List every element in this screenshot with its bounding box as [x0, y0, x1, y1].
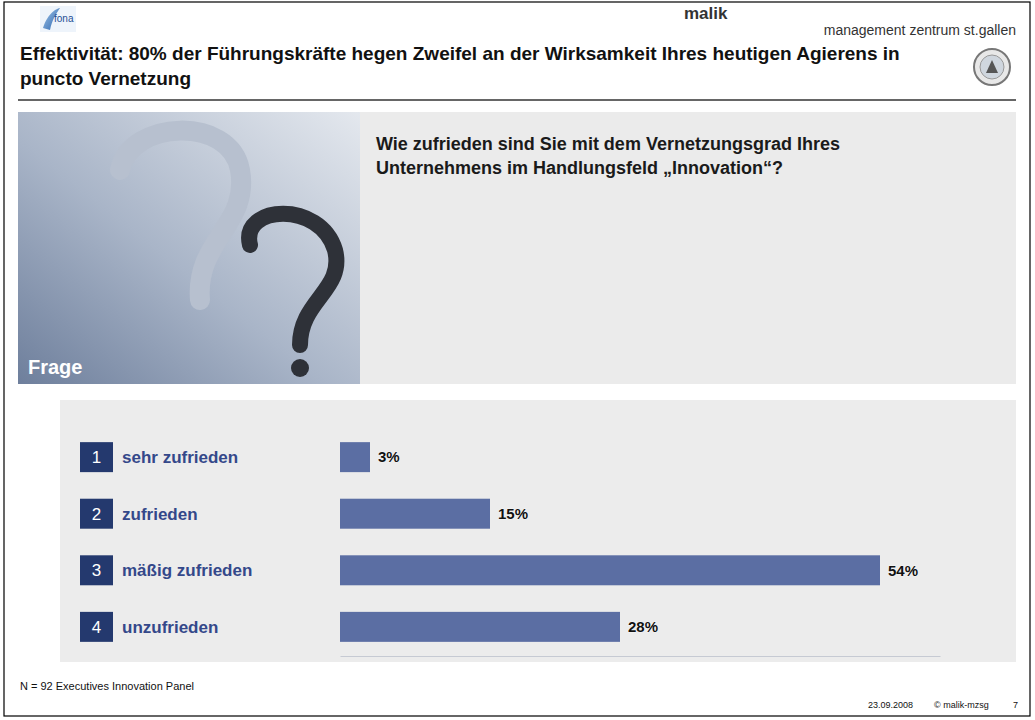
brand-subtitle: management zentrum st.gallen — [824, 22, 1016, 38]
question-label: Frage — [28, 356, 82, 378]
data-label: 28% — [628, 618, 658, 635]
question-mark — [249, 214, 336, 345]
copyright: © malik-mzsg — [934, 700, 989, 710]
item-number-box — [80, 442, 113, 472]
chart-title: Wie zufrieden sind Sie mit dem Vernetzun… — [376, 134, 840, 178]
slide-frame — [4, 2, 1030, 716]
text-line: puncto Vernetzung — [20, 68, 191, 89]
data-label: 15% — [498, 505, 528, 522]
brand: malik — [684, 4, 728, 23]
data-label: 54% — [888, 562, 918, 579]
slide: fona malik management zentrum st.gallen Eff… — [0, 0, 1035, 720]
page-number: 7 — [1013, 700, 1018, 710]
item-number: 4 — [92, 618, 101, 637]
logo-left-text: fona — [54, 13, 74, 24]
footnote: N = 92 Executives Innovation Panel — [20, 680, 194, 692]
headline-rule — [18, 99, 1016, 101]
bar — [340, 612, 620, 642]
labels: 1 sehr zufrieden 3% 2 zufrieden 15% 3 mäßig zuf… — [80, 442, 918, 642]
text-line: Unternehmens im Handlungsfeld „Innovatio… — [376, 158, 783, 178]
data-label: 3% — [378, 448, 400, 465]
question-dot — [291, 359, 309, 377]
emblem — [974, 49, 1010, 85]
category-label: unzufrieden — [122, 618, 218, 637]
headline: Effektivität: 80% der Führungskräfte heg… — [20, 43, 900, 89]
chart-panel — [60, 400, 1016, 662]
bar — [340, 499, 490, 529]
bar — [340, 555, 880, 585]
item-number: 1 — [92, 448, 101, 467]
emblem-inner — [980, 55, 1004, 79]
logo-left-bg — [40, 6, 76, 32]
category-label: zufrieden — [122, 505, 198, 524]
emblem-mark — [986, 60, 998, 73]
x-axis-line — [341, 656, 941, 657]
date: 23.09.2008 — [868, 700, 913, 710]
emblem-ring — [974, 49, 1010, 85]
item-number: 2 — [92, 505, 101, 524]
x-axis — [341, 656, 941, 657]
question-panel — [18, 112, 1016, 384]
item-number-box — [80, 499, 113, 529]
bar — [340, 442, 370, 472]
category-label: mäßig zufrieden — [122, 561, 252, 580]
bars — [340, 442, 880, 642]
item-number: 3 — [92, 561, 101, 580]
question-image — [18, 112, 360, 384]
question-mark-shadow — [120, 131, 241, 300]
item-number-box — [80, 612, 113, 642]
category-label: sehr zufrieden — [122, 448, 238, 467]
text-line: Effektivität: 80% der Führungskräfte heg… — [20, 43, 900, 64]
text-line: Wie zufrieden sind Sie mit dem Vernetzun… — [376, 134, 840, 154]
item-number-box — [80, 555, 113, 585]
